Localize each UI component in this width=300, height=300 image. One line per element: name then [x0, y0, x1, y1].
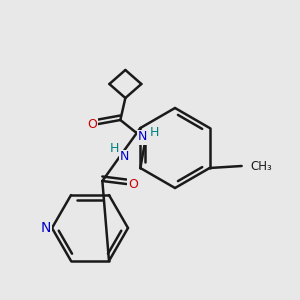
Text: N: N: [120, 151, 129, 164]
Text: O: O: [128, 178, 138, 190]
Text: N: N: [138, 130, 147, 143]
Text: H: H: [110, 142, 119, 154]
Text: O: O: [87, 118, 97, 130]
Text: H: H: [150, 125, 159, 139]
Text: CH₃: CH₃: [250, 160, 272, 172]
Text: N: N: [41, 221, 51, 235]
